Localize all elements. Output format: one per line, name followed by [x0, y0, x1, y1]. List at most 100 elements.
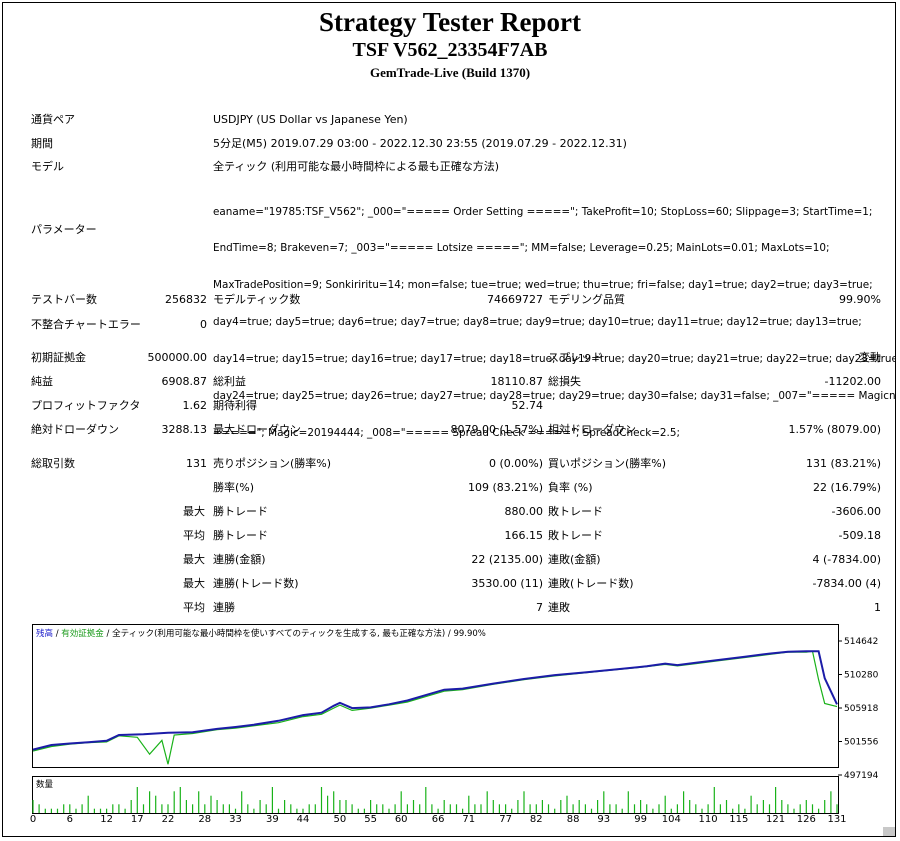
expected-payoff-value: 52.74	[511, 399, 544, 412]
x-tick-label: 99	[634, 814, 647, 825]
params-line: EndTime=8; Brakeven=7; _003="===== Lotsi…	[213, 242, 830, 255]
average-prefix: 平均	[183, 529, 205, 542]
consec-wins-money-label: 連勝(金額)	[213, 553, 266, 566]
model-label: モデル	[31, 160, 64, 173]
avg-loss-value: -509.18	[838, 529, 881, 542]
x-tick-label: 12	[100, 814, 113, 825]
profit-factor-label: プロフィットファクタ	[31, 399, 141, 412]
x-axis: 0 6 12 17 22 28 33 39 44 50 55 60 66 71 77 82 88 93 99 104 1…	[29, 814, 872, 828]
avg-consec-losses-value: 1	[874, 601, 881, 614]
mismatch-value: 0	[200, 318, 207, 331]
x-tick-label: 33	[229, 814, 242, 825]
gross-loss-value: -11202.00	[824, 375, 881, 388]
ticks-value: 74669727	[487, 293, 543, 306]
volume-bars	[32, 787, 838, 813]
consec-losses-money-value: 4 (-7834.00)	[812, 553, 881, 566]
quality-value: 99.90%	[839, 293, 881, 306]
max-drawdown-value: 8079.00 (1.57%)	[450, 423, 543, 436]
net-profit-label: 純益	[31, 375, 53, 388]
gross-profit-value: 18110.87	[490, 375, 544, 388]
y-tick-label: 497194	[844, 771, 879, 781]
avg-win-label: 勝トレード	[213, 529, 268, 542]
mismatch-label: 不整合チャートエラー	[31, 318, 141, 331]
balance-chart-svg: 残高 / 有効証拠金 / 全ティック(利用可能な最小時間枠を使いすべてのティック…	[32, 624, 879, 814]
x-tick-label: 50	[333, 814, 347, 825]
quality-label: モデリング品質	[548, 293, 625, 306]
x-tick-label: 55	[364, 814, 377, 825]
avg-consec-wins-value: 7	[536, 601, 543, 614]
net-profit-value: 6908.87	[161, 375, 208, 388]
params-line: ====="; Magic=20194444; _008="===== Spre…	[213, 426, 680, 439]
legend-equity: 有効証拠金	[61, 628, 104, 639]
y-tick-label: 510280	[844, 671, 879, 681]
rel-drawdown-label: 相対ドローダウン	[548, 423, 636, 436]
x-tick-label: 110	[698, 814, 718, 825]
spread-value: 変動	[859, 351, 881, 364]
build-info: GemTrade-Live (Build 1370)	[369, 65, 531, 80]
x-tick-label: 66	[431, 814, 445, 825]
win-rate-label: 勝率(%)	[213, 481, 255, 494]
avg-consec-losses-label: 連敗	[548, 601, 570, 614]
x-tick-label: 22	[161, 814, 175, 825]
consec-loss-label: 連敗(トレード数)	[548, 577, 634, 590]
y-ticks: 514642 510280 505918 501556 497194	[838, 637, 879, 781]
params-line: eaname="19785:TSF_V562"; _000="===== Ord…	[213, 205, 873, 218]
x-tick-label: 44	[296, 814, 310, 825]
x-tick-label: 77	[499, 814, 512, 825]
legend-model: 全ティック(利用可能な最小時間枠を使いすべてのティックを生成する, 最も正確な方…	[112, 628, 445, 639]
consec-losses-money-label: 連敗(金額)	[548, 553, 601, 566]
period-label: 期間	[31, 137, 53, 150]
gross-loss-label: 総損失	[548, 375, 581, 388]
loss-rate-label: 負率 (%)	[548, 481, 593, 494]
params-label: パラメーター	[31, 223, 97, 236]
symbol-value: USDJPY (US Dollar vs Japanese Yen)	[213, 113, 408, 126]
x-tick-label: 60	[394, 814, 408, 825]
consec-wins-money-value: 22 (2135.00)	[471, 553, 543, 566]
x-tick-label: 115	[729, 814, 749, 825]
ticks-label: モデルティック数	[213, 293, 301, 306]
chart-legend: 残高 / 有効証拠金 / 全ティック(利用可能な最小時間枠を使いすべてのティック…	[36, 628, 486, 639]
largest-loss-value: -3606.00	[831, 505, 881, 518]
x-tick-label: 6	[66, 814, 73, 825]
consec-loss-value: -7834.00 (4)	[812, 577, 881, 590]
bars-label: テストバー数	[31, 293, 97, 306]
volume-label: 数量	[36, 779, 54, 790]
win-rate-value: 109 (83.21%)	[467, 481, 543, 494]
x-tick-label: 28	[198, 814, 212, 825]
params-line: day24=true; day25=true; day26=true; day2…	[213, 390, 896, 403]
report-title: Strategy Tester Report	[319, 7, 581, 37]
long-positions-value: 131 (83.21%)	[805, 457, 881, 470]
params-line: day4=true; day5=true; day6=true; day7=tr…	[213, 316, 862, 329]
gross-profit-label: 総利益	[213, 375, 246, 388]
x-tick-label: 0	[29, 814, 37, 825]
largest-loss-label: 敗トレード	[548, 505, 603, 518]
consec-profit-value: 3530.00 (11)	[471, 577, 543, 590]
y-tick-label: 514642	[844, 637, 878, 647]
short-positions-value: 0 (0.00%)	[488, 457, 543, 470]
total-trades-value: 131	[186, 457, 207, 470]
largest-prefix: 最大	[183, 505, 205, 518]
max-prefix: 最大	[183, 577, 205, 590]
params-line: MaxTradePosition=9; Sonkiriritu=14; mon=…	[213, 279, 873, 292]
max-prefix: 最大	[183, 553, 205, 566]
volume-plot-frame	[32, 776, 839, 814]
abs-drawdown-label: 絶対ドローダウン	[31, 423, 119, 436]
avg-loss-label: 敗トレード	[548, 529, 603, 542]
scroll-corner	[883, 827, 895, 836]
short-positions-label: 売りポジション(勝率%)	[213, 457, 332, 470]
balance-chart: 残高 / 有効証拠金 / 全ティック(利用可能な最小時間枠を使いすべてのティック…	[32, 624, 884, 820]
y-tick-label: 501556	[844, 738, 879, 748]
x-tick-label: 131	[827, 814, 847, 825]
params-line: day14=true; day15=true; day16=true; day1…	[213, 353, 896, 366]
period-value: 5分足(M5) 2019.07.29 03:00 - 2022.12.30 23…	[213, 137, 627, 150]
symbol-label: 通貨ペア	[31, 113, 75, 126]
expected-payoff-label: 期待利得	[213, 399, 257, 412]
x-tick-label: 126	[796, 814, 816, 825]
x-tick-label: 39	[266, 814, 279, 825]
main-plot-frame	[32, 624, 839, 768]
largest-win-label: 勝トレード	[213, 505, 268, 518]
x-tick-label: 121	[766, 814, 786, 825]
spread-label: スプレッド	[548, 351, 603, 364]
y-tick-label: 505918	[844, 704, 879, 714]
deposit-label: 初期証拠金	[31, 351, 86, 364]
